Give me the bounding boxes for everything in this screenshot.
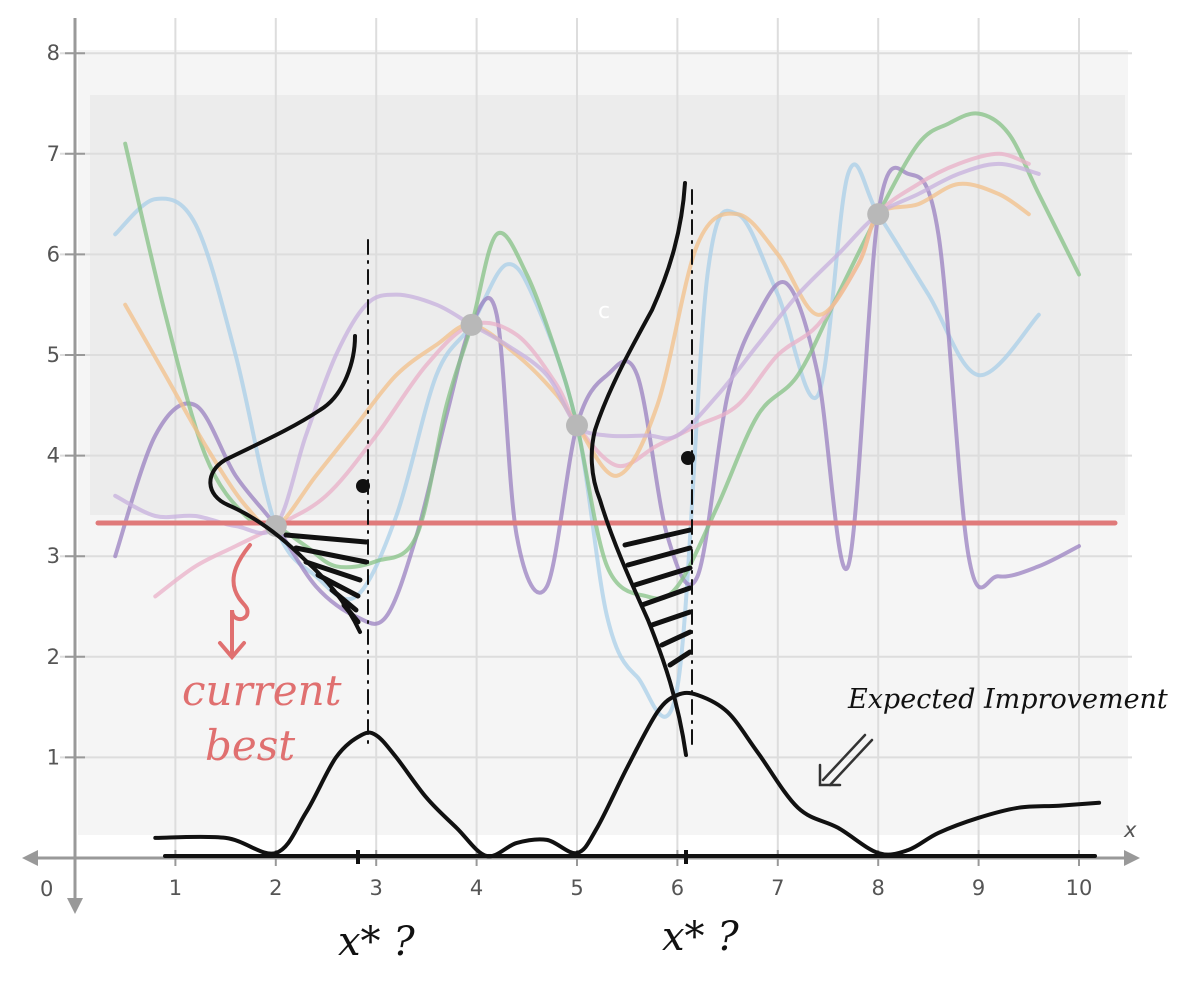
current-best-arrow-head	[218, 641, 246, 661]
expected-improvement-curve	[153, 690, 1102, 859]
posterior-sample-1	[113, 162, 1041, 719]
y-tick-label: 8	[47, 41, 60, 65]
ei-arrow-shaft-2	[828, 738, 874, 787]
ei-hatch-1	[283, 532, 369, 625]
y-tick-label: 5	[47, 343, 60, 367]
candidate-label-2: x* ?	[662, 914, 739, 960]
ei-arrow-head	[818, 763, 842, 787]
x-tick-label: 2	[269, 876, 282, 900]
x-axis-label: x	[1123, 818, 1137, 842]
ei-hatch-2	[622, 527, 693, 668]
x-tick-label: 6	[671, 876, 684, 900]
tick-labels: 1 2 3 4 5 6 7 8 9 10 1 2 3 4 5 6 7 8	[47, 41, 1093, 900]
current-best-label-line1: current	[182, 666, 342, 715]
x-axis-arrow-left	[22, 850, 38, 866]
gaussian-sketch-2	[589, 181, 693, 757]
x-tick-label: 3	[370, 876, 383, 900]
posterior-sample-6	[113, 161, 1041, 536]
expected-improvement-arrow	[818, 733, 874, 787]
gaussian-mean-dot-1	[356, 479, 370, 493]
observation-point-4	[867, 203, 890, 226]
current-best-label-line2: best	[205, 721, 295, 770]
y-axis-arrow-down	[67, 898, 83, 914]
x-tick-label: 10	[1066, 876, 1093, 900]
x-tick-label: 4	[470, 876, 483, 900]
current-best-arrow-curl	[230, 543, 252, 657]
current-best-arrow	[218, 543, 252, 661]
ei-arrow-shaft-1	[821, 733, 867, 782]
y-tick-label: 6	[47, 242, 60, 266]
y-tick-label: 2	[47, 645, 60, 669]
x-tick-label: 7	[771, 876, 784, 900]
x-tick-label: 9	[972, 876, 985, 900]
x-tick-label: 8	[872, 876, 885, 900]
observation-point-2	[460, 313, 483, 336]
gaussian-curve-2	[589, 181, 688, 757]
gaussian-sketch-1	[208, 239, 369, 751]
expected-improvement-label: Expected Improvement	[847, 684, 1168, 715]
origin-label: 0	[40, 877, 53, 901]
gaussian-mean-dot-2	[681, 451, 695, 465]
y-tick-label: 4	[47, 444, 60, 468]
y-tick-label: 1	[47, 745, 60, 769]
x-axis-arrow-right	[1124, 850, 1140, 866]
faint-mark: c	[598, 299, 610, 324]
observation-point-3	[566, 414, 588, 437]
x-tick-label: 1	[169, 876, 182, 900]
y-tick-label: 7	[47, 142, 60, 166]
x-tick-label: 5	[570, 876, 583, 900]
posterior-sample-2	[113, 165, 1081, 626]
grid-lines	[60, 18, 1132, 858]
candidate-label-1: x* ?	[338, 919, 415, 965]
y-tick-label: 3	[47, 544, 60, 568]
